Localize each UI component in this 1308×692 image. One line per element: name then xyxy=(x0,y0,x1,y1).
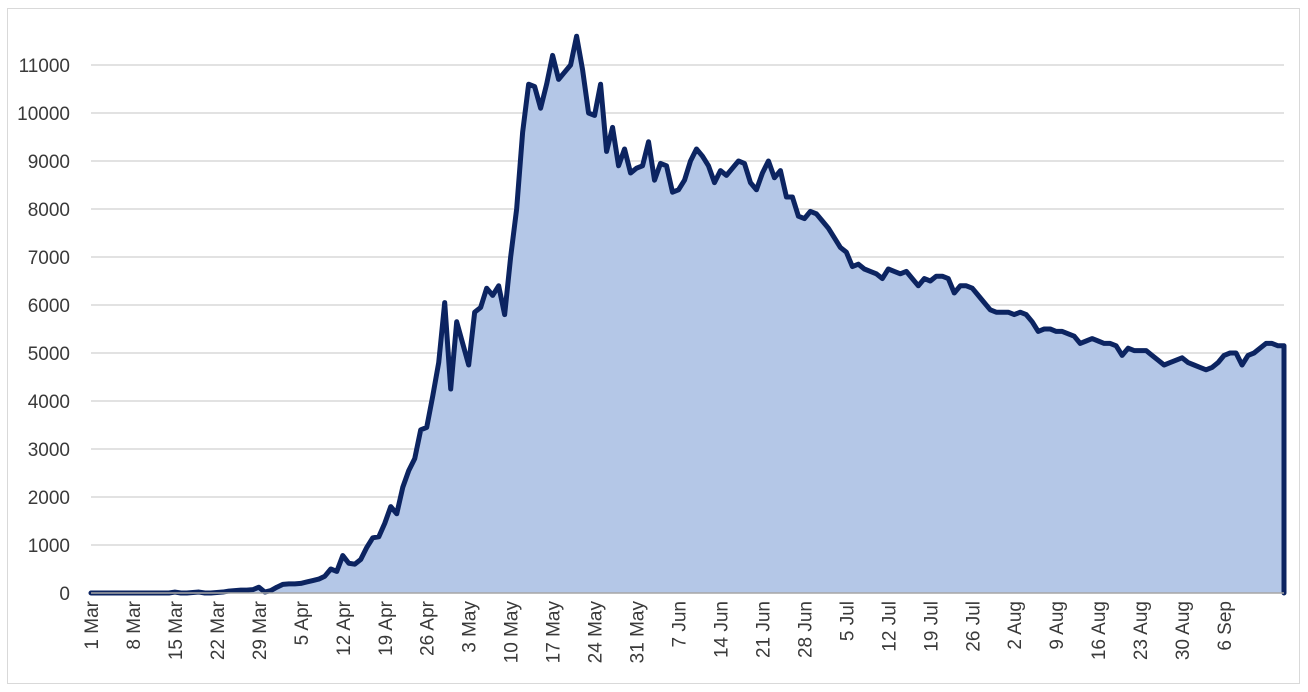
x-tick-label: 9 Aug xyxy=(1047,601,1068,650)
x-tick-label: 5 Apr xyxy=(292,600,313,645)
x-tick-label: 19 Jul xyxy=(921,601,942,652)
x-tick-label: 28 Jun xyxy=(795,601,816,658)
y-tick-label: 3000 xyxy=(28,440,70,461)
x-tick-label: 5 Jul xyxy=(837,601,858,641)
x-tick-label: 17 May xyxy=(544,601,565,664)
y-tick-label: 7000 xyxy=(28,248,70,269)
x-tick-label: 7 Jun xyxy=(670,601,691,647)
x-tick-label: 2 Aug xyxy=(1005,601,1026,650)
y-tick-label: 11000 xyxy=(19,56,70,77)
y-tick-label: 5000 xyxy=(28,344,70,365)
x-tick-label: 12 Jul xyxy=(879,601,900,652)
y-tick-label: 6000 xyxy=(28,296,70,317)
x-tick-label: 10 May xyxy=(502,601,523,664)
series-area-fill xyxy=(91,36,1284,593)
x-tick-label: 15 Mar xyxy=(166,600,187,660)
x-tick-label: 26 Apr xyxy=(418,600,439,656)
series-line xyxy=(88,33,1287,596)
y-tick-label: 0 xyxy=(59,584,70,605)
x-tick-label: 26 Jul xyxy=(963,601,984,652)
x-tick-label: 12 Apr xyxy=(334,600,355,656)
plot-area xyxy=(88,33,1287,596)
y-tick-label: 8000 xyxy=(28,200,70,221)
y-axis: 0 1000 2000 3000 4000 5000 6000 7000 8000 9000 100… xyxy=(17,56,70,605)
y-tick-label: 2000 xyxy=(28,488,70,509)
x-axis: 1 Mar 8 Mar 15 Mar 22 Mar 29 Mar 5 Apr 12 Apr 1… xyxy=(82,592,1284,664)
x-tick-label: 30 Aug xyxy=(1173,601,1194,660)
x-tick-label: 22 Mar xyxy=(208,600,229,660)
x-tick-label: 8 Mar xyxy=(124,600,145,649)
x-tick-label: 31 May xyxy=(628,601,649,664)
x-tick-label: 1 Mar xyxy=(82,600,103,649)
x-tick-label: 21 Jun xyxy=(753,601,774,658)
x-tick-label: 19 Apr xyxy=(376,600,397,656)
x-tick-label: 6 Sep xyxy=(1215,601,1236,651)
y-tick-label: 10000 xyxy=(17,104,70,125)
x-tick-label: 24 May xyxy=(586,601,607,664)
y-tick-label: 1000 xyxy=(28,536,70,557)
x-tick-label: 16 Aug xyxy=(1089,601,1110,660)
x-tick-label: 23 Aug xyxy=(1131,601,1152,660)
x-tick-label: 14 Jun xyxy=(711,601,732,658)
x-tick-label: 3 May xyxy=(460,601,481,653)
y-tick-label: 9000 xyxy=(28,152,70,173)
y-tick-label: 4000 xyxy=(28,392,70,413)
x-tick-label: 29 Mar xyxy=(250,600,271,660)
